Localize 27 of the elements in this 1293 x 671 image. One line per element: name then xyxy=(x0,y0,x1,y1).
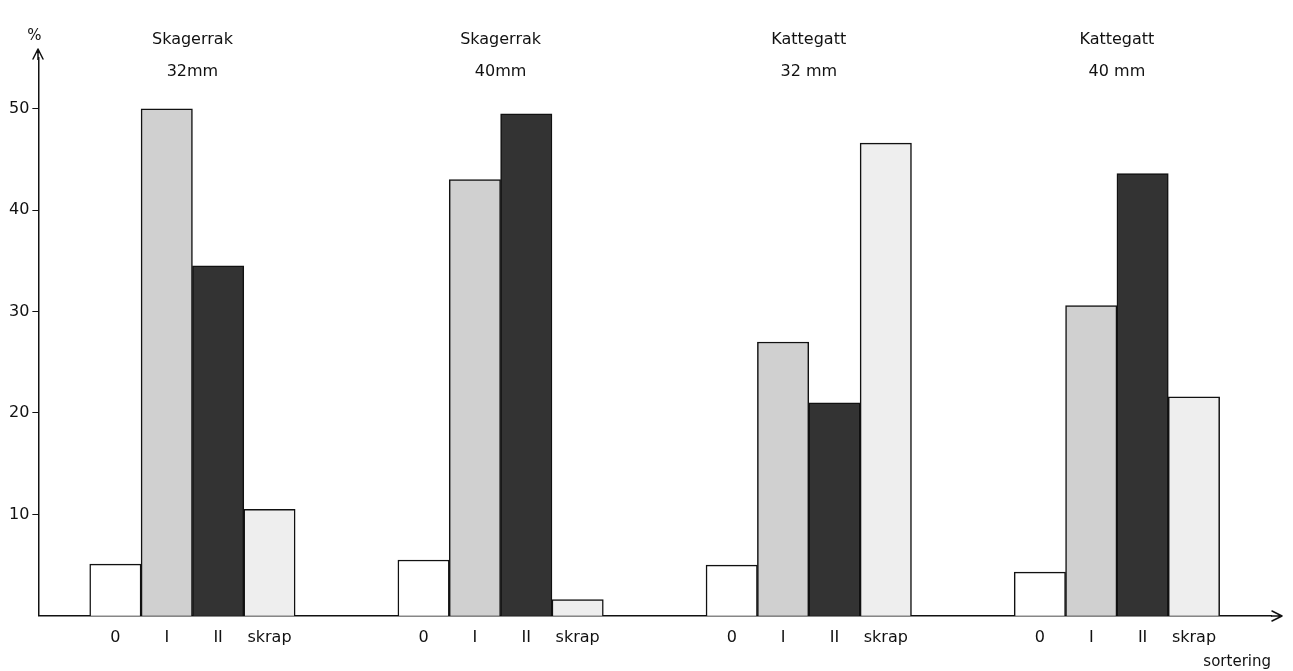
annotation: Skagerrak 40mm xyxy=(460,29,542,81)
x-tick-label: skrap xyxy=(555,626,600,646)
x-tick-label: 0 xyxy=(110,626,121,646)
x-tick-label: II xyxy=(1137,626,1148,646)
annotation: Skagerrak 32mm xyxy=(151,29,234,81)
x-tick-label: skrap xyxy=(1171,626,1217,646)
x-tick-label: II xyxy=(521,626,531,646)
x-tick-label: skrap xyxy=(247,626,292,646)
y-tick-label: 40 xyxy=(9,199,30,219)
x-tick-label: 0 xyxy=(1034,626,1045,646)
x-tick-label: I xyxy=(1088,626,1094,646)
x-tick-label: I xyxy=(164,626,170,646)
y-tick-label: 30 xyxy=(9,300,30,320)
annotation: Kattegatt 32 mm xyxy=(771,29,847,81)
x-tick-label: 0 xyxy=(418,626,429,646)
x-tick-label: 0 xyxy=(726,626,737,646)
x-tick-label: II xyxy=(829,626,840,646)
x-tick-label: II xyxy=(213,626,223,646)
y-axis-title: % xyxy=(27,26,42,45)
x-axis-title: sortering xyxy=(1203,651,1271,670)
y-tick-label: 50 xyxy=(9,97,30,117)
y-tick-label: 10 xyxy=(9,503,30,523)
annotation: Kattegatt 40 mm xyxy=(1079,29,1155,81)
y-tick-label: 20 xyxy=(9,402,30,422)
x-tick-label: I xyxy=(780,626,786,646)
x-tick-label: I xyxy=(472,626,478,646)
x-tick-label: skrap xyxy=(863,626,908,646)
